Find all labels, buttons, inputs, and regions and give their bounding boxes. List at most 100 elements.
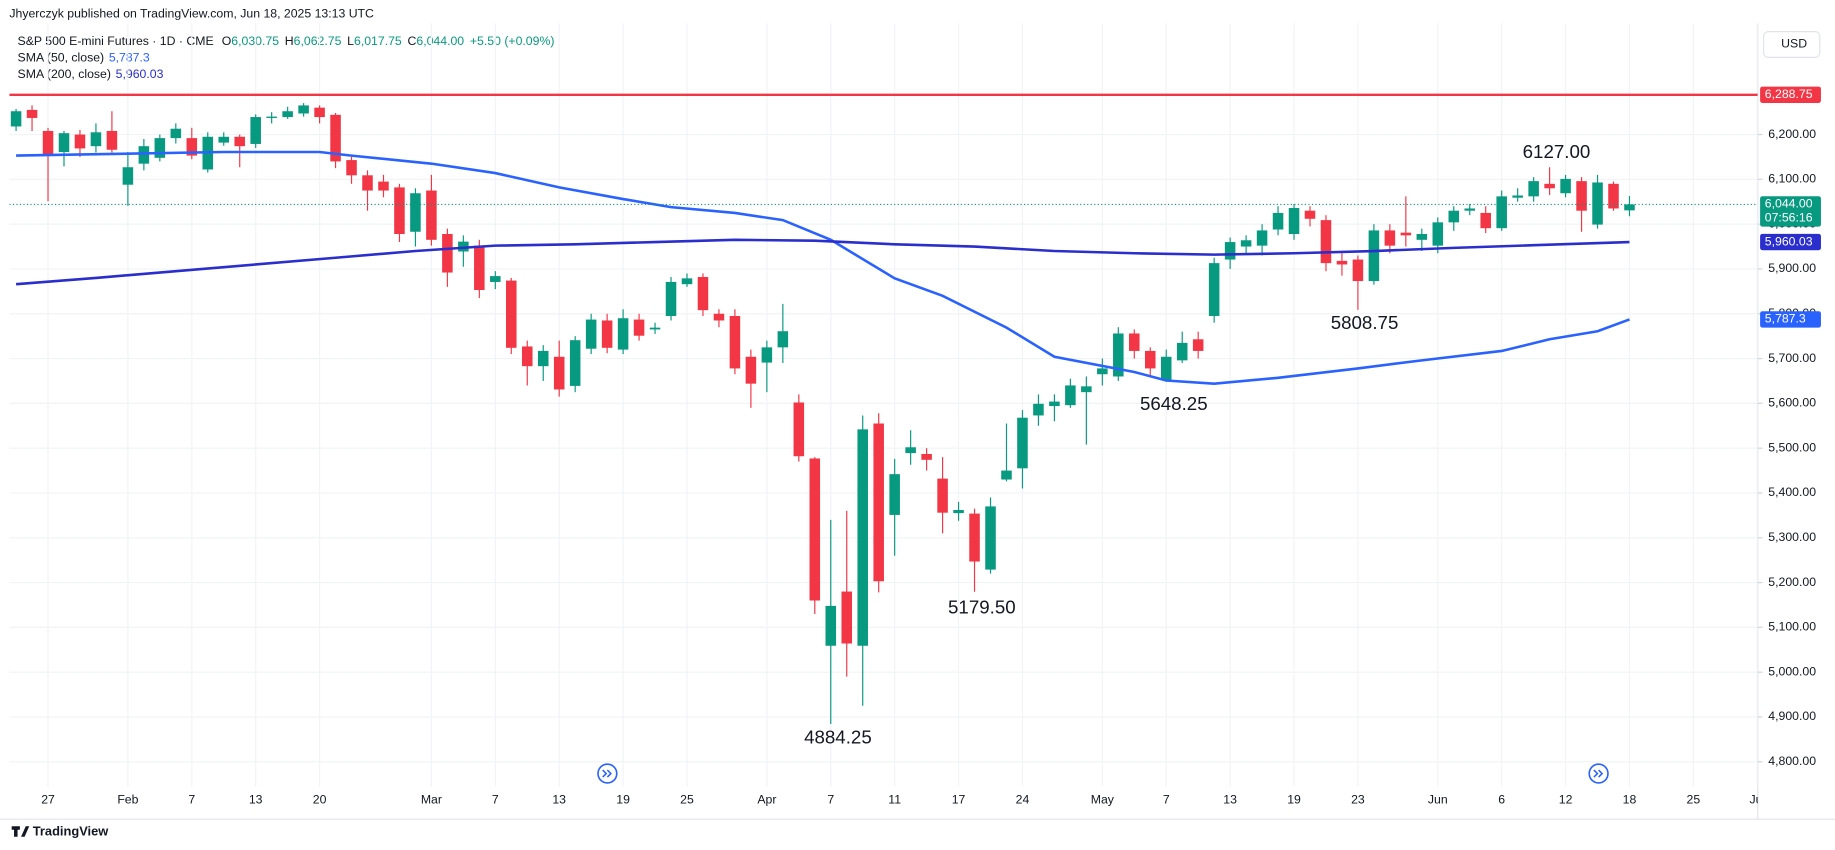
y-tick-label: 6,100.00 [1768, 172, 1816, 186]
candle-body [1336, 260, 1348, 265]
event-icon[interactable] [597, 763, 618, 784]
y-tick-label: 5,300.00 [1768, 530, 1816, 544]
candle-body [809, 458, 821, 601]
candle-body [985, 506, 996, 570]
ohlc-value: 6,044.00 [416, 34, 464, 48]
candle-body [1065, 385, 1076, 406]
candle-body [681, 278, 693, 285]
x-tick-label: 6 [1498, 793, 1505, 807]
price-label-box [1760, 233, 1821, 251]
x-tick-label: 24 [1016, 793, 1030, 807]
candle-body [553, 356, 565, 390]
candle-body [106, 130, 118, 150]
ohlc-value: 6,017.75 [354, 34, 402, 48]
x-tick-label: 27 [41, 793, 55, 807]
x-tick-label: Feb [117, 793, 138, 807]
candle-body [1256, 230, 1268, 246]
candle-body [761, 347, 773, 363]
price-label: 5,960.03 [1765, 234, 1813, 248]
y-tick-label: 4,800.00 [1768, 754, 1816, 768]
candle-body [569, 340, 581, 386]
ohlc-key: C [408, 34, 417, 48]
x-tick-label: 7 [1163, 793, 1170, 807]
x-tick-label: 20 [313, 793, 327, 807]
legend-name: SMA (50, close) [18, 51, 105, 65]
candle-body [1480, 212, 1491, 229]
candle-body [218, 136, 230, 143]
candle-body [1097, 368, 1108, 375]
x-tick-label: 13 [249, 793, 263, 807]
annotation: 5808.75 [1331, 312, 1399, 333]
y-tick-label: 5,700.00 [1768, 351, 1816, 365]
candle-body [633, 319, 645, 336]
y-tick-label: 5,400.00 [1768, 485, 1816, 499]
candle-body [1624, 204, 1635, 211]
candle-body [1576, 181, 1587, 211]
candle-body [777, 331, 789, 348]
price-label: 5,787.3 [1765, 312, 1806, 326]
x-tick-label: 7 [492, 793, 499, 807]
candle-body [1352, 259, 1364, 282]
candle-body [937, 478, 948, 513]
x-tick-label: 19 [1287, 793, 1301, 807]
x-tick-label: 7 [188, 793, 195, 807]
candle-body [138, 146, 150, 164]
candle-body [1176, 342, 1188, 361]
candle-body [905, 447, 916, 454]
x-tick-label: May [1091, 793, 1115, 807]
ohlc-key: H [285, 34, 294, 48]
y-tick-label: 5,900.00 [1768, 261, 1816, 275]
countdown: 07:56:16 [1765, 211, 1813, 225]
currency-button[interactable] [1763, 31, 1821, 58]
x-tick-label: 12 [1559, 793, 1573, 807]
sma-line [16, 150, 1630, 385]
ohlc-key: L [347, 34, 354, 48]
candle-body [442, 234, 453, 273]
candle-body [298, 105, 309, 114]
candle-body [1144, 350, 1156, 369]
candle-body [1400, 232, 1412, 236]
candle-body [474, 245, 485, 291]
candle-body [10, 111, 22, 127]
candle-body [1512, 195, 1523, 198]
x-tick-label: 11 [888, 793, 901, 807]
price-label: 6,044.00 [1765, 197, 1813, 211]
legend-value: 5,960.03 [116, 67, 164, 81]
candle-body [170, 128, 182, 139]
axes: 4,800.00 4,900.00 5,000.00 5,100.00 5,200.00… [1757, 86, 1821, 768]
brand-logo [11, 826, 30, 837]
x-tick-label: 25 [680, 793, 694, 807]
event-icon[interactable] [1588, 763, 1609, 784]
candle-body [234, 136, 245, 147]
candle-body [1496, 196, 1507, 229]
candle-body [521, 346, 533, 367]
x-tick-label: 25 [1687, 793, 1701, 807]
candle-body [1272, 212, 1284, 230]
candle-body [873, 423, 884, 582]
candle-body [394, 187, 405, 235]
candle-body [665, 281, 677, 316]
candle-body [42, 130, 54, 156]
candle-body [1288, 208, 1300, 235]
candle-body [1432, 222, 1444, 246]
currency[interactable]: USD [1781, 37, 1807, 51]
candle-body [617, 318, 629, 350]
candle-body [1081, 386, 1092, 393]
candle-body [314, 107, 325, 118]
candle-body [346, 160, 357, 176]
candle-body [1001, 470, 1012, 480]
candle-body [90, 132, 102, 147]
candle-body [1368, 230, 1380, 282]
candle-body [857, 429, 868, 646]
candle-body [1592, 182, 1603, 225]
candle-body [889, 474, 900, 515]
candle-body [1560, 178, 1571, 194]
candle-body [1224, 242, 1236, 260]
candle-body [921, 453, 932, 460]
candle-body [1113, 333, 1124, 377]
candle-body [154, 138, 166, 158]
x-tick-label: 7 [827, 793, 834, 807]
